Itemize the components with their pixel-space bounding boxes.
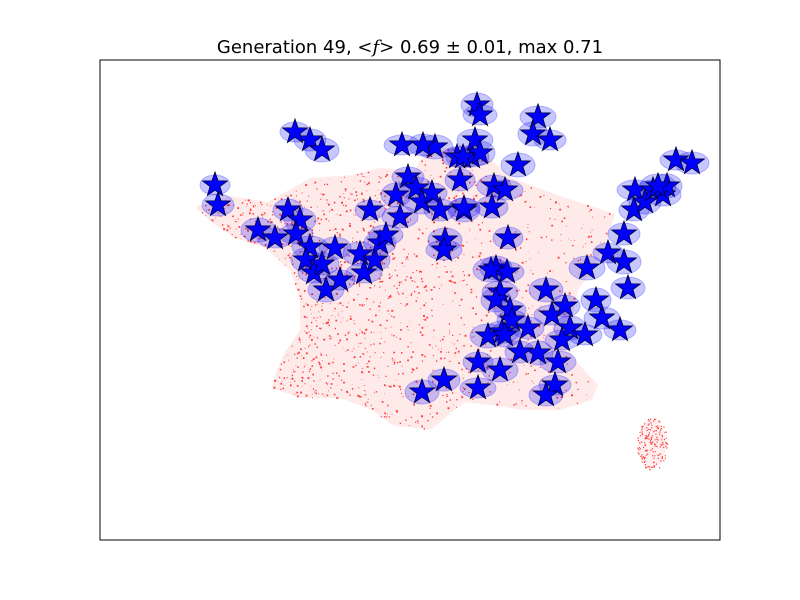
- star-marker: [361, 245, 389, 272]
- star-marker: [461, 125, 489, 152]
- star-marker: [296, 232, 324, 259]
- star-marker: [464, 347, 492, 374]
- star-marker: [678, 148, 706, 175]
- star-marker: [491, 175, 519, 202]
- star-marker: [282, 219, 310, 246]
- marker-layer: [201, 90, 706, 407]
- star-marker: [446, 165, 474, 192]
- star-marker: [466, 100, 494, 127]
- star-marker: [644, 171, 672, 198]
- star-marker: [274, 195, 302, 222]
- star-marker: [450, 193, 478, 220]
- star-marker: [532, 275, 560, 302]
- title-prefix: Generation 49,: [217, 37, 357, 58]
- star-marker: [482, 285, 510, 312]
- star-marker: [281, 117, 309, 144]
- star-marker: [606, 315, 634, 342]
- star-marker: [308, 135, 336, 162]
- star-marker: [321, 233, 349, 260]
- star-marker: [326, 265, 354, 292]
- star-marker: [519, 119, 547, 146]
- star-marker: [408, 377, 436, 404]
- star-marker: [430, 365, 458, 392]
- star-marker: [426, 195, 454, 222]
- star-marker: [582, 285, 610, 312]
- star-marker: [402, 173, 430, 200]
- star-marker: [541, 370, 569, 397]
- star-marker: [610, 247, 638, 274]
- star-marker: [548, 325, 576, 352]
- star-marker: [551, 291, 579, 318]
- star-marker: [662, 145, 690, 172]
- star-marker: [409, 130, 437, 157]
- star-marker: [532, 380, 560, 407]
- star-marker: [544, 347, 572, 374]
- star-marker: [491, 320, 519, 347]
- star-marker: [350, 258, 378, 285]
- star-marker: [346, 239, 374, 266]
- star-marker: [261, 223, 289, 250]
- star-marker: [292, 245, 320, 272]
- star-marker: [372, 220, 400, 247]
- star-marker: [610, 219, 638, 246]
- star-marker: [356, 195, 384, 222]
- star-marker: [286, 205, 314, 232]
- star-marker: [486, 355, 514, 382]
- plot-background: [100, 60, 720, 540]
- star-marker: [524, 102, 552, 129]
- star-marker: [498, 305, 526, 332]
- star-marker: [588, 303, 616, 330]
- star-marker: [478, 192, 506, 219]
- star-marker: [506, 337, 534, 364]
- star-marker: [477, 255, 505, 282]
- star-marker: [449, 142, 477, 169]
- star-marker: [494, 223, 522, 250]
- star-marker: [244, 215, 272, 242]
- star-marker: [571, 320, 599, 347]
- title-suffix: 0.69 ± 0.01, max 0.71: [394, 37, 603, 58]
- star-marker: [514, 313, 542, 340]
- star-marker: [504, 150, 532, 177]
- plot-area: [99, 59, 721, 541]
- star-marker: [394, 162, 422, 189]
- star-marker: [594, 238, 622, 265]
- axes-frame: [99, 59, 721, 541]
- star-marker: [418, 178, 446, 205]
- star-marker: [536, 125, 564, 152]
- star-marker: [382, 180, 410, 207]
- star-marker: [466, 138, 494, 165]
- star-marker: [464, 373, 492, 400]
- corsica-fill: [638, 420, 666, 468]
- chart-title: Generation 49, <f> 0.69 ± 0.01, max 0.71: [217, 37, 603, 58]
- star-marker: [201, 170, 229, 197]
- star-marker: [614, 273, 642, 300]
- star-marker: [308, 249, 336, 276]
- star-marker: [556, 313, 584, 340]
- star-marker: [204, 190, 232, 217]
- title-mean-symbol: <f>: [357, 37, 394, 58]
- star-marker: [430, 235, 458, 262]
- star-marker: [573, 253, 601, 280]
- star-marker: [386, 202, 414, 229]
